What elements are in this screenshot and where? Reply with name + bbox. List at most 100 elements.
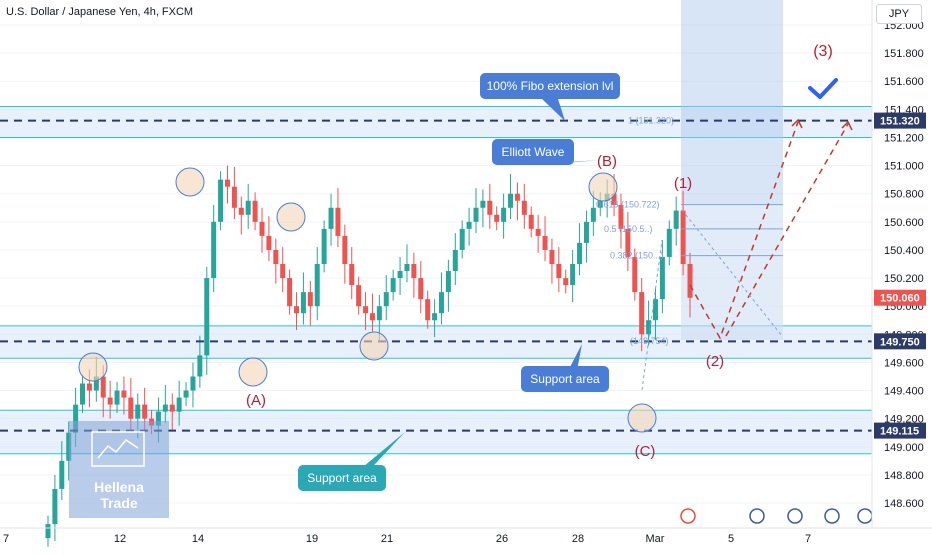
x-tick-label: 5 (728, 533, 734, 545)
candle-body (514, 193, 520, 201)
candle-body (369, 313, 375, 321)
candle-body (611, 193, 617, 205)
currency-selector[interactable]: JPY (876, 4, 922, 24)
candle-body (280, 264, 286, 279)
candle-body (287, 278, 293, 307)
candle-body (155, 411, 161, 426)
candle-body (632, 256, 638, 293)
candle-body (342, 235, 348, 264)
candle-body (135, 404, 141, 419)
candle-body (528, 214, 534, 229)
candle-body (307, 292, 313, 307)
wave-3-label: (3) (813, 43, 833, 60)
candle-body (521, 200, 527, 215)
elliott-callout-text: Elliott Wave (502, 145, 565, 159)
arrow-head-icon (791, 118, 803, 129)
candle-body (480, 200, 486, 208)
candle-body (487, 200, 493, 215)
price-tag-text: 149.115 (880, 426, 919, 438)
price-tag-text: 150.060 (880, 293, 920, 305)
candle-body (100, 376, 106, 398)
fib-levels: 1 (151.320) 0.618 (150.722) 0.5 (150.5..) 0… (596, 116, 783, 346)
candle-body (418, 278, 424, 300)
arrow-head-icon (841, 120, 853, 131)
support-callout-1-text: Support area (530, 372, 600, 386)
candle-body (590, 207, 596, 222)
fibo-callout-pointer (542, 99, 565, 121)
watermark-box (69, 421, 169, 518)
y-tick-label: 149.400 (884, 386, 924, 398)
candle-body (570, 264, 576, 286)
x-tick-label: 7 (805, 533, 811, 545)
y-tick-label: 148.600 (884, 498, 924, 510)
candle-body (169, 404, 175, 412)
candle-body (687, 264, 693, 298)
candle-body (218, 179, 224, 222)
wave-a-label: (A) (246, 392, 266, 409)
event-icon (680, 508, 696, 524)
swing-low-marker (78, 352, 108, 382)
candle-body (300, 292, 306, 314)
candle-body (59, 460, 65, 489)
candle-body (376, 306, 382, 321)
candle-body (425, 299, 431, 321)
elliott-callout (492, 139, 574, 165)
candle-body (445, 271, 451, 293)
support-callout-2 (298, 465, 386, 491)
candle-body (411, 264, 417, 279)
candle-body (273, 249, 279, 264)
projection-path (725, 123, 849, 337)
swing-low-marker (359, 331, 389, 361)
fib-diagonal (641, 239, 663, 391)
fibo-callout-text: 100% Fibo extension lvl (487, 79, 614, 93)
candle-body (328, 207, 334, 229)
y-tick-label: 148.800 (884, 470, 924, 482)
candle-body (197, 355, 203, 377)
wave-2-label: (2) (706, 353, 724, 370)
x-tick-label: 26 (496, 533, 508, 545)
x-tick-label: 12 (114, 533, 126, 545)
candle-body (597, 200, 603, 208)
y-tick-label: 150.400 (884, 245, 924, 257)
support-callout-2-text: Support area (307, 471, 377, 485)
candle-body (452, 249, 458, 272)
fib-diagonal (681, 209, 783, 337)
wave-b-label: (B) (597, 153, 617, 170)
projection-highlight (681, 0, 783, 340)
x-tick-label: 7 (3, 533, 9, 545)
candle-body (52, 488, 58, 525)
candle-body (556, 264, 562, 279)
candle-body (404, 264, 410, 272)
swing-high-marker (276, 202, 306, 232)
projection-path (689, 121, 799, 340)
candle-body (142, 404, 148, 419)
candle-body (335, 207, 341, 236)
candle-body (238, 207, 244, 215)
candle-body (86, 383, 92, 391)
event-icon (749, 508, 765, 524)
price-tag (874, 422, 926, 439)
y-tick-label: 149.000 (884, 442, 924, 454)
candle-body (438, 292, 444, 314)
candle-body (80, 383, 86, 405)
candle-body (583, 221, 589, 243)
candle-body (93, 376, 99, 391)
wave-c-label: (C) (635, 443, 656, 460)
candle-body (294, 306, 300, 314)
candle-body (473, 207, 479, 222)
candle-body (176, 397, 182, 412)
y-tick-label: 150.800 (884, 189, 924, 201)
price-axis-bg (872, 0, 932, 550)
x-tick-label: 21 (381, 533, 393, 545)
candle-body (466, 221, 472, 229)
candle-body (397, 271, 403, 279)
candle-body (432, 313, 438, 321)
candle-body (356, 285, 362, 307)
monitor-icon (91, 431, 145, 467)
fib-label: (149.754) (630, 336, 669, 346)
swing-high-marker (175, 167, 205, 197)
fib-label: 0.5 (150.5..) (604, 224, 653, 234)
fib-label: 0.618 (150.722) (596, 200, 660, 210)
